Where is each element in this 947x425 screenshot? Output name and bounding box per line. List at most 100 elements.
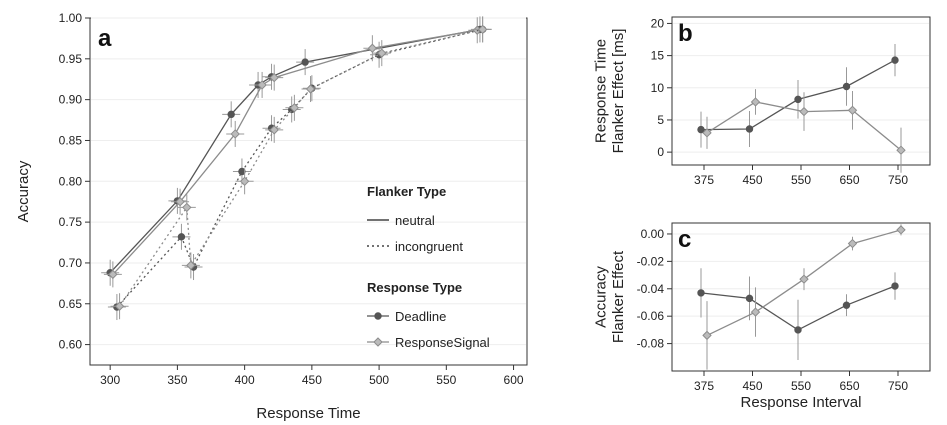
panel-c-series	[702, 224, 906, 370]
panel-b-ylabel-line: Flanker Effect [ms]	[610, 29, 627, 154]
panel-a-data-point	[477, 24, 488, 35]
panel-b-ytick-label: 0	[657, 145, 664, 159]
panel-c-data-point	[794, 326, 802, 334]
panel-b-data-point	[750, 97, 761, 107]
panel-a-data-point	[269, 72, 279, 83]
panel-a-ytick-label: 0.60	[59, 338, 83, 352]
panel-b-xtick-label: 550	[791, 173, 811, 187]
legend-response-title: Response Type	[367, 280, 462, 295]
panel-c-xtick-label: 375	[694, 379, 714, 393]
panel-c-xtick-label: 450	[742, 379, 762, 393]
panel-b-data-point	[702, 128, 712, 138]
panel-a-xtick-label: 450	[302, 373, 322, 387]
panel-c-data-point	[842, 301, 851, 309]
panel-c-ylabel: AccuracyFlanker Effect	[593, 250, 627, 343]
panel-a-xtick-label: 550	[436, 373, 456, 387]
panel-c-xtick-label: 750	[888, 379, 908, 393]
panel-b-ylabel: Response TimeFlanker Effect [ms]	[593, 29, 627, 154]
panel-a-xtick-label: 500	[369, 373, 389, 387]
panel-c-letter: c	[678, 226, 691, 253]
panel-a-data-point	[108, 269, 118, 280]
panel-a-series	[110, 16, 492, 320]
panel-b-letter: b	[678, 20, 693, 47]
panel-a-ytick-label: 0.65	[59, 297, 83, 311]
panel-a-data-point	[177, 233, 186, 241]
panel-c-frame	[671, 222, 931, 372]
panel-a-xtick-label: 400	[235, 373, 255, 387]
panel-c-ytick-label: -0.04	[637, 282, 665, 296]
panel-c-data-point	[799, 274, 809, 284]
panel-c-series	[697, 268, 899, 361]
panel-a-data-point	[377, 48, 387, 58]
legend-response-marker	[373, 337, 383, 347]
panel-a-data-point	[257, 80, 267, 90]
panel-b-ylabel-line: Response Time	[593, 39, 610, 143]
panel-a-ytick-label: 0.95	[59, 52, 83, 66]
panel-a-data-point	[186, 260, 196, 271]
panel-a-data-point	[238, 167, 246, 176]
panel-b-series	[702, 89, 906, 173]
panel-b-data-point	[697, 125, 705, 134]
panel-c-ylabel-line: Flanker Effect	[610, 250, 627, 343]
panel-c-accuracy-flanker-effect: -0.08 -0.06 -0.04 -0.02 0.00 375 450 550 650 750 R…	[593, 222, 931, 411]
panel-a-xtick-label: 350	[167, 373, 187, 387]
panel-a-data-point	[367, 43, 378, 53]
panel-c-xtick-label: 550	[791, 379, 811, 393]
panel-a-ytick-label: 0.70	[59, 256, 83, 270]
panel-b-ytick-label: 15	[651, 49, 665, 63]
panel-a-ytick-label: 0.75	[59, 215, 83, 229]
panel-a-xtick-label: 600	[504, 373, 524, 387]
panel-c-data-point	[750, 307, 761, 317]
panel-c-ytick-label: -0.06	[637, 309, 665, 323]
panel-b-data-point	[794, 95, 802, 104]
panel-b-data-point	[799, 106, 809, 117]
panel-b-ytick-label: 5	[657, 113, 664, 127]
panel-b-ytick-label: 20	[651, 16, 665, 30]
panel-b-xtick-label: 750	[888, 173, 908, 187]
panel-a-letter: a	[98, 25, 112, 52]
panel-c-xtick-label: 650	[839, 379, 859, 393]
panel-a-ytick-label: 0.80	[59, 174, 83, 188]
legend-response-marker	[374, 312, 382, 320]
panel-a-frame	[89, 17, 528, 366]
panel-b-xtick-label: 650	[839, 173, 859, 187]
panel-a-ytick-label: 1.00	[59, 11, 83, 25]
panel-a-xlabel: Response Time	[256, 405, 360, 422]
panel-c-data-point	[697, 289, 705, 297]
panel-a-data-point	[114, 301, 125, 311]
panel-a-accuracy-vs-response-time: 0.60 0.65 0.70 0.75 0.80 0.85 0.90 0.95 1.00 300 3…	[15, 11, 528, 422]
panel-a-ytick-label: 0.85	[59, 133, 83, 147]
panel-b-xtick-label: 375	[694, 173, 714, 187]
panel-a-data-point	[182, 202, 192, 213]
panel-b-frame	[671, 16, 931, 166]
panel-b-rt-flanker-effect: 0 5 10 15 20 375 450 550 650 750 Response TimeFlan…	[593, 16, 931, 187]
panel-a-ytick-label: 0.90	[59, 93, 83, 107]
panel-a-data-point	[239, 176, 250, 187]
legend-response-label: Deadline	[395, 309, 446, 324]
panel-c-xlabel: Response Interval	[741, 394, 862, 411]
legend-flanker-label: incongruent	[395, 239, 463, 254]
panel-c-data-point	[896, 225, 906, 235]
panel-b-series	[697, 44, 899, 148]
panel-c-data-point	[745, 294, 754, 303]
legend-flanker-label: neutral	[395, 213, 435, 228]
panel-b-data-point	[745, 125, 754, 133]
panel-a-data-point	[227, 110, 235, 119]
panel-a-ylabel: Accuracy	[15, 160, 32, 222]
panel-c-data-point	[891, 282, 899, 290]
panel-b-data-point	[847, 105, 858, 116]
panel-b-data-point	[842, 82, 851, 91]
panel-a-series-line	[116, 28, 483, 308]
panel-a-data-point	[301, 58, 309, 66]
panel-a-data-point	[230, 129, 240, 139]
panel-b-xtick-label: 450	[742, 173, 762, 187]
panel-b-ytick-label: 10	[651, 81, 665, 95]
panel-a-legend: Flanker Type neutral incongruent Response T…	[367, 184, 490, 350]
panel-c-ytick-label: -0.08	[637, 337, 665, 351]
legend-flanker-title: Flanker Type	[367, 184, 446, 199]
panel-a-data-point	[305, 84, 316, 94]
panel-c-data-point	[847, 238, 858, 249]
panel-c-ytick-label: -0.02	[637, 254, 665, 268]
panel-c-data-point	[702, 330, 712, 341]
